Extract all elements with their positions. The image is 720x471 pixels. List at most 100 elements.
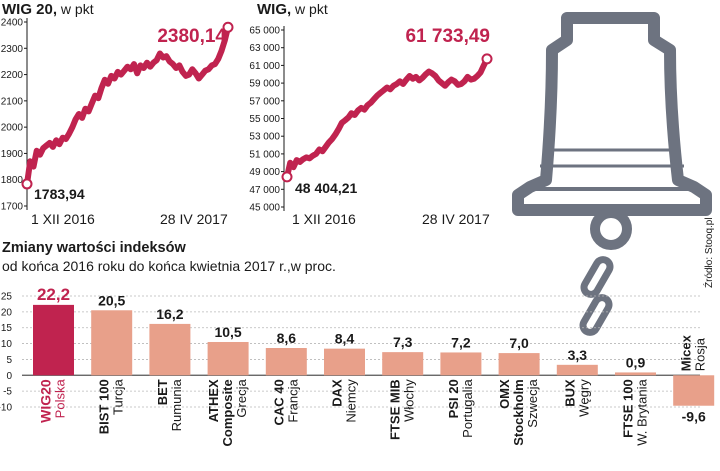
bar-index-label: DAX bbox=[330, 379, 345, 407]
bar-country-label: Grecja bbox=[234, 379, 249, 418]
bar-value-label: 0,9 bbox=[626, 354, 646, 370]
c1-ytick-label: 1700 bbox=[1, 202, 24, 213]
bar-country-label: Szwecja bbox=[525, 379, 540, 428]
source-label: Źródło: Stooq.pl bbox=[702, 217, 715, 288]
bar-chart-bars bbox=[33, 304, 715, 406]
bar-index-label: WIG20 bbox=[38, 379, 54, 423]
bar-index-label: FTSE 100 bbox=[621, 379, 636, 438]
bar-omx bbox=[498, 353, 540, 376]
c2-ytick-label: 51 000 bbox=[249, 149, 280, 160]
wig20-x-label-end: 28 IV 2017 bbox=[160, 211, 228, 227]
bar-value-label: 8,4 bbox=[335, 331, 355, 347]
bar-index-label: Micex bbox=[679, 334, 694, 371]
bar-dax bbox=[324, 348, 365, 376]
wig20-series-line bbox=[24, 24, 231, 187]
bar-bux bbox=[556, 364, 598, 376]
wig-x-label-end: 28 IV 2017 bbox=[422, 211, 490, 227]
wig-start-value: 48 404,21 bbox=[295, 180, 357, 196]
c1-ytick-label: 1900 bbox=[1, 149, 24, 160]
c1-ytick-label: 2000 bbox=[1, 123, 24, 134]
bar-cac-40 bbox=[265, 348, 307, 376]
bar-index-label: OMX bbox=[497, 379, 512, 409]
bar-bet bbox=[149, 323, 191, 376]
bar-athex bbox=[207, 341, 249, 376]
wig20-title: WIG 20, bbox=[2, 1, 57, 18]
c2-ytick-label: 63 000 bbox=[249, 43, 280, 54]
bar-psi-20 bbox=[440, 352, 482, 376]
c2-ytick-label: 53 000 bbox=[249, 132, 280, 143]
c2-ytick-label: 55 000 bbox=[249, 114, 280, 125]
wig-x-label-start: 1 XII 2016 bbox=[292, 211, 356, 227]
bar-chart-gridlines bbox=[22, 295, 700, 408]
c1-ytick-label: 2400 bbox=[1, 18, 24, 29]
bar-country-label: Portugalia bbox=[460, 379, 475, 438]
c2-ytick-label: 47 000 bbox=[249, 185, 280, 196]
bar-chart-ytick-label: 20 bbox=[1, 307, 13, 318]
bar-chart-ytick-label: 10 bbox=[1, 339, 13, 350]
wig20-unit: w pkt bbox=[57, 1, 94, 17]
bar-index-label: BUX bbox=[562, 379, 577, 407]
bar-value-label: 16,2 bbox=[156, 306, 183, 322]
bar-index-label: BIST 100 bbox=[97, 379, 112, 434]
bar-ftse-100 bbox=[615, 372, 656, 376]
bar-value-label: 20,5 bbox=[98, 292, 125, 308]
c2-ytick-label: 65 000 bbox=[249, 26, 280, 37]
bar-bist-100 bbox=[91, 310, 133, 376]
bar-value-label: -9,6 bbox=[682, 409, 706, 425]
wig-title: WIG, bbox=[257, 1, 291, 18]
bar-country-label: Francja bbox=[285, 379, 300, 423]
bar-value-label: 7,0 bbox=[509, 335, 529, 351]
wig20-chart: WIG 20, w pkt 1700 1800 1900 2000 2100 2200 23… bbox=[1, 1, 234, 227]
bar-value-label: 8,6 bbox=[277, 330, 297, 346]
wig20-start-value: 1783,94 bbox=[34, 186, 85, 202]
bar-chart-ytick-label: 0 bbox=[6, 371, 12, 382]
c1-ytick-label: 2300 bbox=[1, 44, 24, 55]
bar-value-label: 22,2 bbox=[37, 285, 70, 304]
bar-value-label: 7,3 bbox=[393, 334, 413, 350]
wig20-start-marker bbox=[21, 178, 33, 190]
bar-index-label: BET bbox=[155, 379, 170, 405]
wig-start-marker bbox=[281, 171, 293, 183]
bar-index-label: FTSE MIB bbox=[388, 379, 403, 440]
wig-end-marker bbox=[481, 53, 493, 65]
wig-chart: WIG, w pkt 45 000 47 000 49 000 51 000 53 00… bbox=[249, 1, 493, 227]
bar-index-label: ATHEX bbox=[206, 379, 221, 422]
c2-ytick-label: 57 000 bbox=[249, 96, 280, 107]
bar-chart-ytick-label: 15 bbox=[1, 323, 13, 334]
bar-chart-ytick-label: 25 bbox=[1, 292, 13, 303]
bar-micex bbox=[673, 375, 715, 406]
wig-end-value: 61 733,49 bbox=[405, 26, 490, 47]
wig-y-ticks: 45 000 47 000 49 000 51 000 53 000 55 000 57 0… bbox=[249, 26, 284, 214]
bar-index-label: CAC 40 bbox=[271, 379, 286, 425]
c1-ytick-label: 1800 bbox=[1, 175, 24, 186]
bar-country-label: Niemcy bbox=[344, 379, 359, 423]
wig-series-line bbox=[284, 55, 490, 180]
wig20-y-ticks: 1700 1800 1900 2000 2100 2200 2300 2400 bbox=[1, 18, 27, 213]
c2-ytick-label: 49 000 bbox=[249, 167, 280, 178]
wig-title-line: WIG, w pkt bbox=[257, 1, 328, 18]
bell-icon bbox=[512, 12, 712, 216]
wig20-title-line: WIG 20, w pkt bbox=[2, 1, 94, 18]
bar-index-label: Composite bbox=[220, 379, 235, 446]
bar-value-label: 7,2 bbox=[451, 334, 471, 350]
bar-country-label: Rumunia bbox=[169, 379, 184, 432]
bar-value-label: 10,5 bbox=[214, 324, 241, 340]
wig20-end-value: 2380,14 bbox=[157, 26, 226, 47]
bar-country-label: Węgry bbox=[576, 379, 591, 417]
c2-ytick-label: 45 000 bbox=[249, 203, 280, 214]
bar-index-label: Stockholm bbox=[511, 379, 526, 445]
bar-country-label: Polska bbox=[53, 379, 68, 419]
bar-chart-ytick-label: 5 bbox=[6, 355, 12, 366]
bar-country-label: W. Brytania bbox=[635, 379, 650, 446]
bar-country-label: Rosja bbox=[693, 337, 708, 371]
wig20-x-label-start: 1 XII 2016 bbox=[31, 211, 95, 227]
c2-ytick-label: 59 000 bbox=[249, 79, 280, 90]
bar-chart-labels: 22,2 WIG20 Polska 20,5 BIST 100 Turcja 16,2 BET… bbox=[37, 285, 708, 447]
c2-ytick-label: 61 000 bbox=[249, 61, 280, 72]
bar-index-label: PSI 20 bbox=[446, 379, 461, 418]
bar-country-label: Turcja bbox=[111, 379, 126, 415]
c1-ytick-label: 2100 bbox=[1, 96, 24, 107]
bar-chart-ytick-label: -5 bbox=[3, 387, 12, 398]
bar-wig20 bbox=[33, 304, 74, 376]
